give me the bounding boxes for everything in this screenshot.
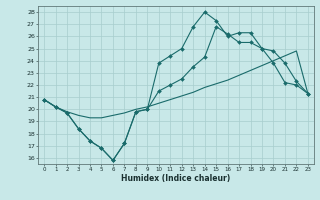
X-axis label: Humidex (Indice chaleur): Humidex (Indice chaleur) bbox=[121, 174, 231, 183]
